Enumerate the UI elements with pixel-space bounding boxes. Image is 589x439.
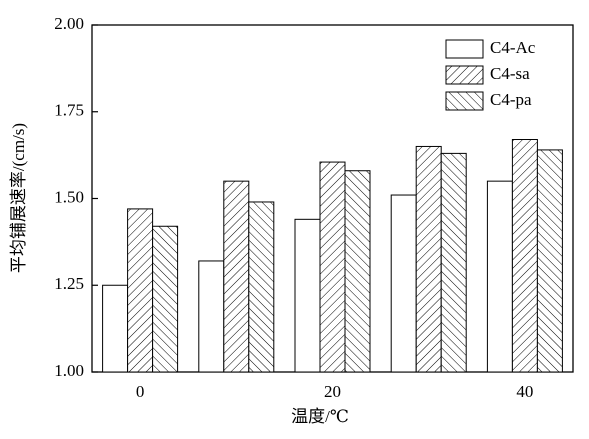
legend-swatch	[445, 39, 484, 59]
y-tick-label: 1.50	[54, 187, 84, 206]
y-tick-label: 1.75	[54, 101, 84, 120]
bar	[198, 260, 225, 373]
bar	[294, 218, 321, 373]
bar	[390, 194, 417, 373]
bar	[415, 145, 442, 373]
bar	[223, 180, 250, 373]
legend-swatch	[445, 65, 484, 85]
y-axis-label: 平均铺展速率/(cm/s)	[9, 123, 28, 273]
bar	[102, 284, 129, 373]
x-tick-label: 20	[324, 382, 341, 401]
bar	[319, 161, 346, 373]
legend-label: C4-sa	[490, 64, 530, 83]
x-axis-label: 温度/℃	[291, 407, 349, 426]
legend-label: C4-pa	[490, 90, 532, 109]
bar	[486, 180, 513, 373]
legend-swatch	[445, 91, 484, 111]
bar	[440, 152, 467, 373]
y-tick-label: 1.00	[54, 361, 84, 380]
bar	[152, 225, 179, 373]
bar	[127, 208, 154, 373]
legend-label: C4-Ac	[490, 38, 536, 57]
y-tick-label: 1.25	[54, 274, 84, 293]
bar	[344, 170, 371, 373]
bar	[536, 149, 563, 373]
bar	[248, 201, 275, 373]
x-tick-label: 0	[136, 382, 145, 401]
bar	[511, 139, 538, 373]
y-tick-label: 2.00	[54, 14, 84, 33]
x-tick-label: 40	[516, 382, 533, 401]
